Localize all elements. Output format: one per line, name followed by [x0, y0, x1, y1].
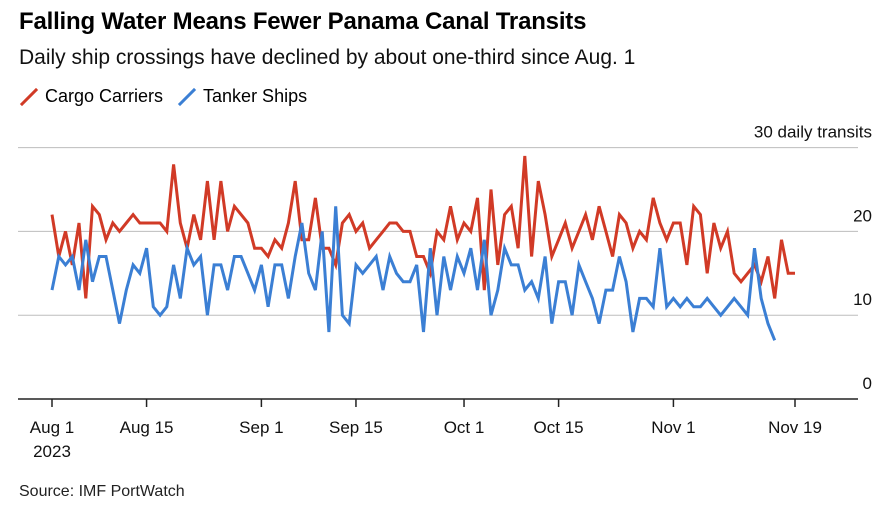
x-tick-label-4: Oct 1	[444, 418, 485, 437]
x-tick-sublabel-0: 2023	[33, 442, 71, 461]
legend-item-tanker: Tanker Ships	[177, 86, 307, 107]
legend-swatch-tanker	[177, 87, 197, 106]
x-tick-label-7: Nov 19	[768, 418, 822, 437]
x-tick-label-2: Sep 1	[239, 418, 283, 437]
y-tick-label-0: 0	[863, 374, 872, 393]
chart-title: Falling Water Means Fewer Panama Canal T…	[19, 8, 587, 35]
chart-legend: Cargo Carriers Tanker Ships	[19, 86, 321, 107]
legend-item-cargo: Cargo Carriers	[19, 86, 163, 107]
series-line-tanker-ships	[50, 206, 777, 341]
x-tick-label-1: Aug 15	[120, 418, 174, 437]
x-tick-label-0: Aug 1	[30, 418, 74, 437]
legend-swatch-cargo	[19, 87, 39, 106]
x-tick-label-3: Sep 15	[329, 418, 383, 437]
chart-subtitle: Daily ship crossings have declined by ab…	[19, 46, 636, 69]
legend-label-cargo: Cargo Carriers	[45, 86, 164, 106]
legend-label-tanker: Tanker Ships	[203, 86, 308, 106]
y-axis-label: 30 daily transits	[754, 123, 872, 142]
series-line-cargo-carriers	[50, 155, 795, 299]
x-tick-label-5: Oct 15	[534, 418, 584, 437]
y-tick-label-10: 10	[853, 290, 872, 309]
y-tick-label-20: 20	[853, 206, 872, 225]
x-tick-label-6: Nov 1	[651, 418, 695, 437]
chart-source: Source: IMF PortWatch	[19, 483, 185, 500]
